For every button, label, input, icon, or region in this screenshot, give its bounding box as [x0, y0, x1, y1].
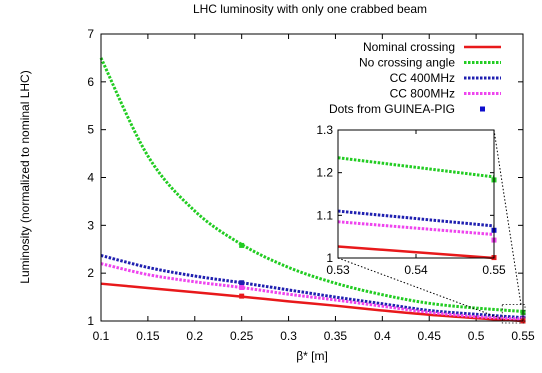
x-axis-label: β* [m]	[296, 349, 328, 363]
zoom-line	[337, 257, 503, 320]
inset-series-line-no-crossing-angle	[337, 156, 495, 179]
y-tick-label: 6	[87, 75, 94, 89]
inset-series-line-cc-400mhz	[337, 209, 495, 228]
guinea-pig-dot	[239, 280, 245, 286]
y-tick-label: 2	[87, 266, 94, 280]
x-tick-label: 0.4	[374, 329, 391, 343]
y-tick-label: 4	[87, 171, 94, 185]
guinea-pig-dot	[239, 285, 245, 291]
series-line-no-crossing-angle	[99, 57, 524, 313]
x-tick-label: 0.1	[93, 329, 110, 343]
x-tick-label: 0.35	[324, 329, 348, 343]
series-line-cc-400mhz	[100, 254, 524, 320]
inset-background	[338, 130, 494, 258]
legend-label-no-crossing-angle: No crossing angle	[359, 56, 455, 70]
zoom-region-box	[501, 304, 526, 324]
inset-x-tick-label: 0.54	[404, 263, 428, 277]
main-series-lines	[99, 57, 524, 323]
inset-plot: 0.53 0.54 0.55 1 1.1 1.2 1.3	[316, 123, 506, 277]
inset-series-line-cc-800mhz	[337, 220, 495, 237]
legend-label-dots-from-guinea-pig: Dots from GUINEA-PIG	[329, 102, 455, 116]
x-tick-label: 0.15	[136, 329, 160, 343]
legend-label-nominal-crossing: Nominal crossing	[363, 40, 455, 54]
legend-swatch-dots	[480, 106, 485, 112]
y-tick-label: 3	[87, 218, 94, 232]
zoom-line	[493, 129, 522, 305]
x-tick-label: 0.2	[186, 329, 203, 343]
plot-frame	[100, 33, 524, 322]
inset-series-line-nominal-crossing	[337, 245, 495, 260]
chart-title: LHC luminosity with only one crabbed bea…	[193, 2, 427, 16]
y-tick-label: 1	[87, 314, 94, 328]
x-tick-label: 0.55	[511, 329, 535, 343]
main-ticks: 0.1 0.15 0.2 0.25 0.3 0.35 0.4 0.45 0.5 0.55 1 2 3 4 5…	[87, 27, 535, 343]
inset-y-tick-label: 1.3	[316, 123, 333, 137]
inset-y-tick-label: 1.2	[316, 166, 333, 180]
guinea-pig-dot	[239, 293, 245, 299]
guinea-pig-dot	[239, 242, 245, 248]
y-axis-label: Luminosity (normalized to nominal LHC)	[18, 70, 32, 283]
inset-x-tick-label: 0.55	[482, 263, 506, 277]
series-line-nominal-crossing	[100, 282, 524, 323]
inset-y-tick-label: 1.1	[316, 208, 333, 222]
y-tick-label: 7	[87, 27, 94, 41]
inset-y-tick-label: 1	[326, 251, 333, 265]
y-tick-label: 5	[87, 123, 94, 137]
series-line-cc-800mhz	[100, 262, 524, 321]
x-tick-label: 0.25	[230, 329, 254, 343]
inset-frame	[337, 129, 495, 259]
x-tick-label: 0.5	[468, 329, 485, 343]
legend-label-cc-800mhz: CC 800MHz	[390, 87, 455, 101]
inset-x-tick-label: 0.53	[326, 263, 350, 277]
x-tick-label: 0.45	[418, 329, 442, 343]
inset-zoom-lines	[337, 129, 526, 324]
legend-label-cc-400mhz: CC 400MHz	[390, 71, 455, 85]
x-tick-label: 0.3	[280, 329, 297, 343]
